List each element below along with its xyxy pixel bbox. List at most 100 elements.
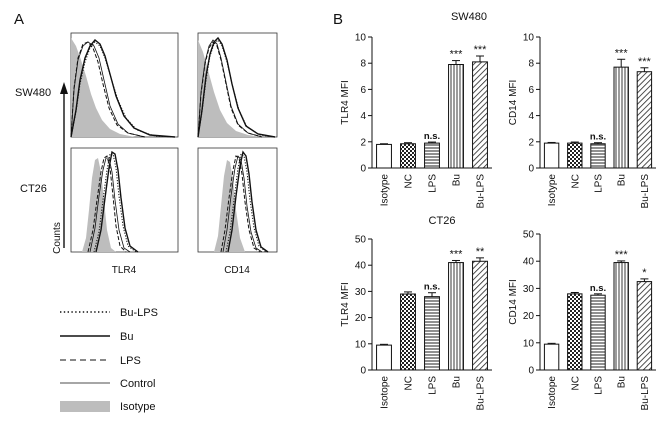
bu-curve bbox=[95, 150, 139, 253]
category-label: LPS bbox=[594, 376, 605, 395]
bar-chart-ct26-cd14: 0 10 20 30 40 50 CD14 MFI Isotope NC n.s. LPS *** Bu… bbox=[508, 230, 656, 411]
flow-row-label-ct26: CT26 bbox=[20, 183, 47, 195]
bar bbox=[613, 66, 629, 169]
category-label: Isotope bbox=[547, 376, 558, 409]
significance-label: *** bbox=[450, 49, 464, 61]
category-label: Bu-LPS bbox=[640, 376, 651, 411]
significance-label: n.s. bbox=[424, 131, 440, 142]
category-label: Bu bbox=[617, 376, 628, 388]
y-tick-label: 0 bbox=[360, 164, 366, 175]
lps-curve bbox=[87, 155, 127, 253]
y-tick-label: 20 bbox=[355, 313, 367, 324]
category-label: NC bbox=[570, 174, 581, 188]
significance-label: n.s. bbox=[590, 132, 606, 143]
flow-y-label: Counts bbox=[52, 222, 63, 254]
significance-label: *** bbox=[615, 249, 629, 261]
significance-label: *** bbox=[638, 56, 652, 68]
bu-lps-curve bbox=[93, 153, 137, 253]
bar bbox=[448, 64, 464, 169]
category-label: Bu-LPS bbox=[476, 174, 487, 209]
lps-curve bbox=[70, 41, 146, 138]
bu-curve bbox=[70, 39, 176, 138]
category-label: LPS bbox=[428, 376, 439, 395]
bar bbox=[376, 143, 392, 169]
y-axis-label: TLR4 MFI bbox=[340, 80, 351, 124]
y-tick-label: 4 bbox=[360, 111, 366, 122]
legend-label-lps: LPS bbox=[120, 355, 141, 367]
significance-label: * bbox=[642, 267, 647, 279]
hist-curves-sw480-tlr4 bbox=[70, 38, 176, 138]
control-curve bbox=[197, 39, 263, 138]
isotype-curve bbox=[198, 40, 262, 137]
y-tick-label: 30 bbox=[523, 284, 535, 295]
significance-label: n.s. bbox=[424, 282, 440, 293]
y-axis-label: TLR4 MFI bbox=[340, 282, 351, 326]
hist-curves-ct26-cd14 bbox=[214, 150, 269, 253]
category-label: LPS bbox=[594, 174, 605, 193]
lps-curve bbox=[197, 41, 263, 138]
bar bbox=[472, 61, 488, 169]
bar-chart-ct26-tlr4: CT26 0 10 20 30 40 50 TLR4 MFI Isotope NC n.s. LPS *… bbox=[340, 215, 492, 410]
legend-label-control: Control bbox=[120, 378, 155, 390]
bar bbox=[567, 142, 583, 169]
bar bbox=[636, 71, 653, 169]
y-tick-label: 10 bbox=[523, 338, 535, 349]
counts-arrowhead-icon bbox=[60, 82, 68, 94]
y-axis-label: CD14 MFI bbox=[508, 80, 519, 126]
y-tick-label: 2 bbox=[528, 137, 534, 148]
bu-curve bbox=[227, 150, 269, 253]
bar bbox=[636, 281, 653, 371]
bar-chart-sw480-cd14: 0 2 4 6 8 10 CD14 MFI Isotype NC n.s. LPS *** Bu *** B… bbox=[508, 33, 656, 209]
bar bbox=[567, 293, 583, 371]
y-tick-label: 6 bbox=[360, 85, 366, 96]
hist-curves-sw480-cd14 bbox=[197, 36, 276, 138]
category-label: Bu bbox=[452, 376, 463, 388]
category-label: Bu-LPS bbox=[640, 174, 651, 209]
y-tick-label: 50 bbox=[523, 230, 535, 241]
category-label: NC bbox=[404, 376, 415, 390]
bar-chart-sw480-tlr4: SW480 0 2 4 6 8 10 TLR4 MFI Isotype NC n.s. LPS *** B… bbox=[340, 11, 492, 208]
y-axis-label: CD14 MFI bbox=[508, 279, 519, 325]
flow-x-label-tlr4: TLR4 bbox=[112, 265, 137, 276]
bar bbox=[543, 142, 560, 169]
significance-label: n.s. bbox=[590, 283, 606, 294]
significance-label: ** bbox=[476, 246, 485, 258]
y-tick-label: 50 bbox=[355, 235, 367, 246]
group-title: SW480 bbox=[451, 11, 487, 23]
flow-x-label-cd14: CD14 bbox=[224, 265, 250, 276]
category-label: Bu bbox=[452, 174, 463, 186]
y-tick-label: 40 bbox=[355, 261, 367, 272]
y-tick-label: 30 bbox=[355, 287, 367, 298]
y-tick-label: 20 bbox=[523, 311, 535, 322]
panel-label-b: B bbox=[333, 11, 343, 28]
bar bbox=[472, 260, 488, 371]
bu-lps-curve bbox=[197, 39, 276, 138]
y-tick-label: 10 bbox=[523, 33, 535, 44]
category-label: Isotype bbox=[380, 174, 391, 207]
y-tick-label: 8 bbox=[360, 59, 366, 70]
flow-legend: Bu-LPS Bu LPS Control Isotype bbox=[60, 307, 158, 413]
hist-curves-ct26-tlr4 bbox=[82, 150, 139, 253]
bar bbox=[400, 293, 416, 371]
legend-label-bu: Bu bbox=[120, 331, 133, 343]
legend-label-bu-lps: Bu-LPS bbox=[120, 307, 158, 319]
panel-label-a: A bbox=[14, 11, 24, 28]
lps-curve bbox=[220, 155, 261, 253]
isotype-curve bbox=[82, 158, 116, 252]
y-tick-label: 0 bbox=[528, 164, 534, 175]
y-tick-label: 10 bbox=[355, 339, 367, 350]
significance-label: *** bbox=[615, 47, 629, 59]
isotype-curve bbox=[71, 38, 135, 137]
y-tick-label: 0 bbox=[528, 366, 534, 377]
y-tick-label: 10 bbox=[355, 33, 367, 44]
y-tick-label: 40 bbox=[523, 257, 535, 268]
legend-label-isotype: Isotype bbox=[120, 401, 155, 413]
bar bbox=[448, 262, 464, 371]
bar bbox=[613, 262, 629, 371]
legend-swatch-isotype bbox=[60, 401, 110, 412]
category-label: Isotype bbox=[547, 174, 558, 207]
hist-frame-ct26-tlr4 bbox=[70, 147, 179, 253]
